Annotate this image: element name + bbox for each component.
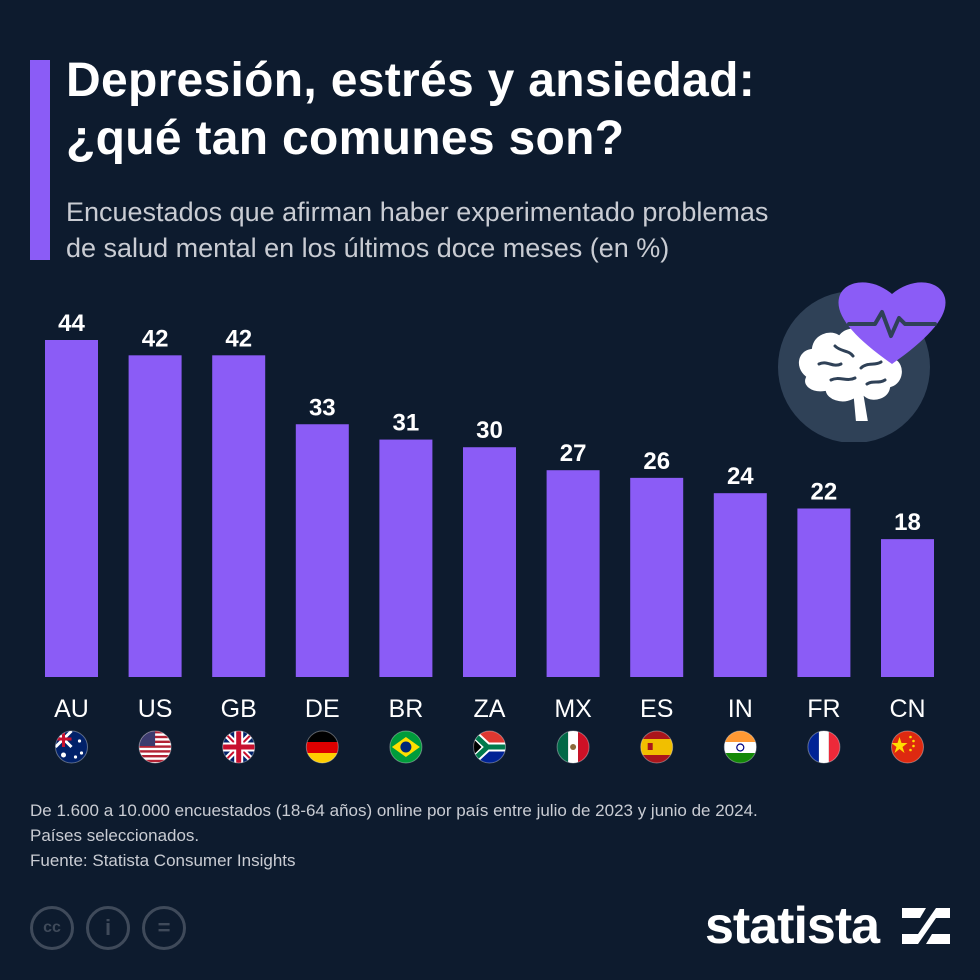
mx-flag-icon [556, 730, 590, 764]
notes-line-2: Países seleccionados. [30, 826, 200, 845]
attribution-icon[interactable]: i [86, 906, 130, 950]
value-label-za: 30 [476, 417, 503, 444]
bar-au [45, 340, 98, 677]
category-label-br: BR [389, 695, 424, 723]
heart-icon [838, 282, 946, 364]
value-label-de: 33 [309, 394, 336, 421]
in-flag-icon [723, 730, 757, 764]
title-line-2: ¿qué tan comunes son? [66, 112, 625, 165]
de-flag-icon [305, 730, 339, 764]
gb-flag-icon [222, 730, 256, 764]
chart-title: Depresión, estrés y ansiedad: ¿qué tan c… [66, 52, 946, 168]
value-label-in: 24 [727, 463, 754, 490]
brain-heart-icon [778, 282, 946, 442]
chart-subtitle: Encuestados que afirman haber experiment… [66, 194, 966, 266]
value-label-au: 44 [58, 310, 85, 337]
subtitle-line-1: Encuestados que afirman haber experiment… [66, 197, 769, 227]
us-flag-icon [138, 730, 172, 764]
bar-mx [546, 470, 600, 677]
bar-us [128, 355, 182, 677]
cn-flag-icon [891, 730, 924, 764]
statista-mark-icon [902, 908, 950, 944]
bar-fr [797, 508, 851, 677]
statista-logo[interactable]: statista [705, 896, 955, 956]
title-accent-bar [30, 60, 50, 260]
brand-name: statista [705, 897, 880, 955]
bar-za [463, 447, 516, 677]
za-flag-icon [473, 730, 506, 764]
category-label-au: AU [54, 695, 89, 723]
value-label-mx: 27 [560, 440, 587, 467]
creative-commons-icon[interactable]: cc [30, 906, 74, 950]
value-label-fr: 22 [811, 479, 838, 506]
fr-flag-icon [807, 730, 841, 764]
br-flag-icon [389, 730, 423, 764]
category-label-es: ES [640, 695, 673, 723]
bar-chart: 44 42 42 33 31 30 27 26 24 22 18 AU US GB DE BR ZA MX ES I… [45, 310, 934, 764]
category-label-gb: GB [221, 695, 257, 723]
license-icons: cc i = [30, 906, 186, 950]
category-label-za: ZA [474, 695, 506, 723]
category-label-mx: MX [554, 695, 592, 723]
notes-line-1: De 1.600 a 10.000 encuestados (18-64 año… [30, 801, 758, 820]
value-label-br: 31 [393, 410, 420, 437]
value-label-us: 42 [142, 325, 169, 352]
value-label-es: 26 [643, 448, 670, 475]
bar-cn [881, 539, 934, 677]
value-label-cn: 18 [894, 509, 921, 536]
value-label-gb: 42 [225, 325, 252, 352]
no-derivatives-icon[interactable]: = [142, 906, 186, 950]
category-label-us: US [138, 695, 173, 723]
bar-gb [212, 355, 266, 677]
source-line: Fuente: Statista Consumer Insights [30, 851, 296, 870]
chart-notes: De 1.600 a 10.000 encuestados (18-64 año… [30, 798, 960, 873]
category-label-cn: CN [889, 695, 925, 723]
title-line-1: Depresión, estrés y ansiedad: [66, 54, 755, 107]
category-label-in: IN [728, 695, 753, 723]
category-label-de: DE [305, 695, 340, 723]
subtitle-line-2: de salud mental en los últimos doce mese… [66, 233, 670, 263]
bar-de [295, 424, 349, 677]
bar-br [379, 439, 433, 677]
es-flag-icon [640, 730, 674, 764]
bar-es [630, 477, 684, 677]
category-label-fr: FR [807, 695, 840, 723]
bar-in [713, 493, 767, 677]
au-flag-icon [55, 730, 88, 764]
